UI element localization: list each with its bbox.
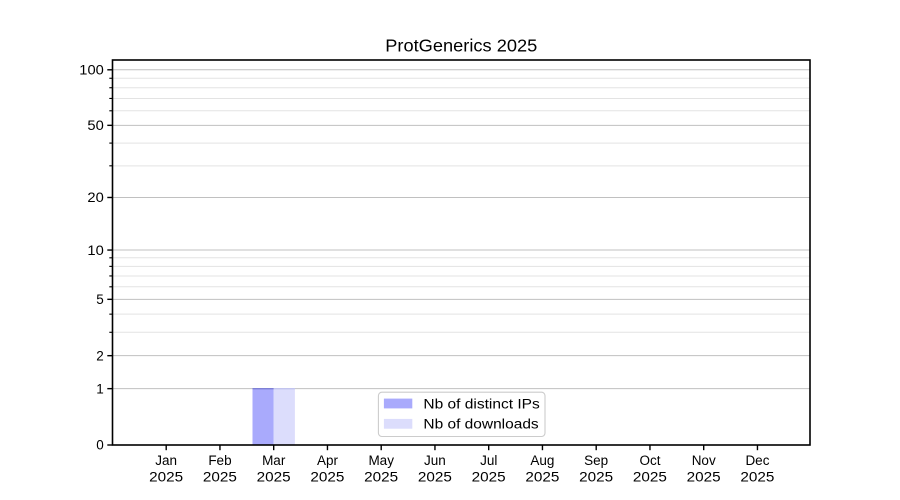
svg-text:May: May: [368, 453, 394, 468]
svg-text:Aug: Aug: [530, 453, 554, 468]
svg-text:50: 50: [87, 118, 103, 133]
svg-text:Oct: Oct: [639, 453, 660, 468]
svg-text:2025: 2025: [418, 469, 452, 484]
svg-text:2025: 2025: [203, 469, 237, 484]
svg-text:2025: 2025: [364, 469, 398, 484]
svg-text:0: 0: [96, 438, 104, 453]
svg-text:2025: 2025: [472, 469, 506, 484]
svg-text:Sep: Sep: [584, 453, 608, 468]
svg-text:Jul: Jul: [480, 453, 497, 468]
svg-text:10: 10: [87, 243, 103, 258]
svg-text:2025: 2025: [525, 469, 559, 484]
svg-text:1: 1: [96, 381, 104, 396]
svg-text:Jan: Jan: [155, 453, 177, 468]
svg-text:ProtGenerics 2025: ProtGenerics 2025: [385, 36, 537, 56]
svg-text:Apr: Apr: [317, 453, 339, 468]
svg-text:Dec: Dec: [745, 453, 769, 468]
svg-text:2025: 2025: [740, 469, 774, 484]
svg-text:5: 5: [96, 292, 104, 307]
svg-text:2025: 2025: [310, 469, 344, 484]
svg-text:Jun: Jun: [424, 453, 446, 468]
svg-text:100: 100: [79, 62, 104, 77]
svg-text:20: 20: [87, 190, 103, 205]
svg-text:Nov: Nov: [692, 453, 716, 468]
svg-text:2025: 2025: [257, 469, 291, 484]
svg-text:Feb: Feb: [208, 453, 231, 468]
svg-text:2: 2: [96, 348, 104, 363]
svg-text:Nb of downloads: Nb of downloads: [423, 417, 539, 432]
svg-text:Nb of distinct IPs: Nb of distinct IPs: [423, 396, 540, 411]
svg-text:2025: 2025: [633, 469, 667, 484]
svg-text:2025: 2025: [579, 469, 613, 484]
svg-text:Mar: Mar: [262, 453, 286, 468]
svg-text:2025: 2025: [687, 469, 721, 484]
svg-text:2025: 2025: [149, 469, 183, 484]
